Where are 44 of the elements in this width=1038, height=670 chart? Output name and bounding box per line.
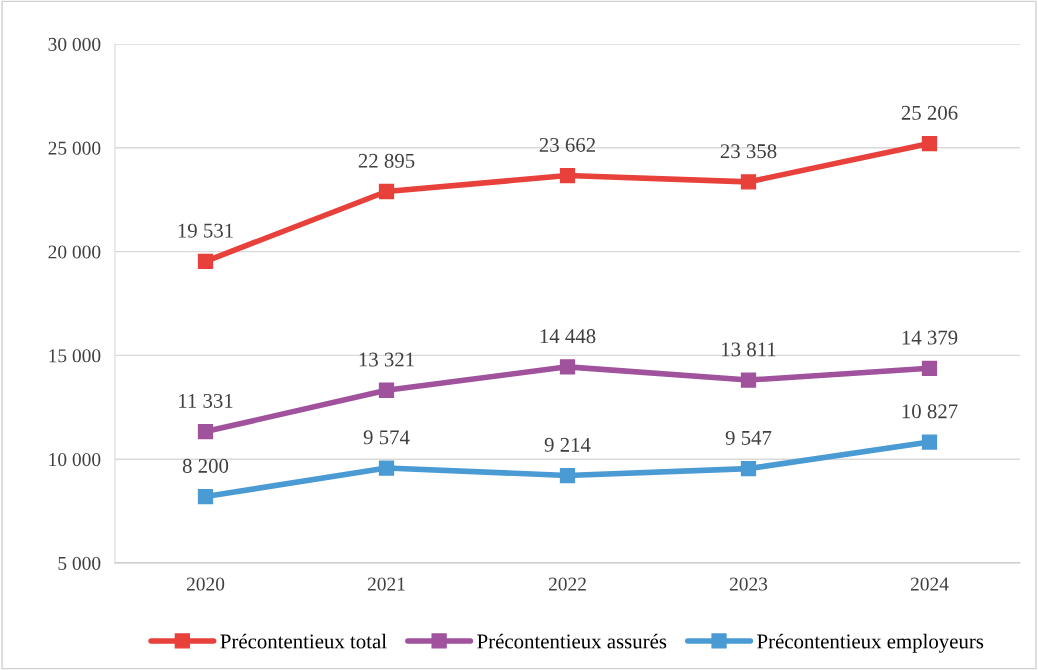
- y-tick-label: 15 000: [49, 349, 101, 363]
- x-tick-label: 2024: [910, 577, 949, 591]
- point: [559, 467, 576, 484]
- data-label: 13 321: [359, 352, 414, 367]
- data-label: 10 827: [902, 404, 958, 419]
- data-label: 8 200: [182, 458, 229, 473]
- point: [559, 359, 576, 375]
- point: [921, 360, 938, 376]
- data-label: 22 895: [358, 153, 415, 168]
- point: [559, 167, 576, 184]
- y-tick-label: 25 000: [48, 141, 101, 155]
- point: [378, 183, 395, 200]
- data-label: 9 214: [544, 437, 591, 452]
- data-label: 25 206: [901, 105, 958, 120]
- data-label: 23 662: [539, 137, 595, 152]
- data-label: 19 531: [178, 223, 233, 238]
- data-label: 13 811: [722, 342, 776, 357]
- data-label: 14 448: [540, 329, 596, 344]
- data-label: 9 547: [725, 430, 772, 445]
- data-label: 14 379: [902, 330, 958, 345]
- point: [740, 460, 757, 477]
- point: [197, 488, 214, 505]
- x-tick-label: 2020: [186, 577, 225, 591]
- y-tick-label: 20 000: [48, 245, 101, 259]
- point: [921, 434, 938, 450]
- x-tick-label: 2021: [367, 577, 405, 591]
- x-tick-label: 2022: [548, 577, 586, 591]
- point: [378, 460, 395, 476]
- y-tick-label: 10 000: [49, 453, 101, 467]
- point: [740, 174, 757, 190]
- data-label: 11 331: [179, 393, 233, 408]
- point: [197, 423, 214, 440]
- point: [378, 382, 395, 398]
- legend-label: Précontentieux total: [220, 633, 387, 649]
- y-tick-label: 5 000: [58, 556, 101, 570]
- x-tick-label: 2023: [729, 577, 768, 591]
- legend-label: Précontentieux employeurs: [757, 633, 984, 653]
- data-label: 9 574: [363, 430, 410, 445]
- point: [740, 372, 757, 388]
- point: [197, 253, 214, 269]
- point: [921, 135, 938, 152]
- legend-label: Précontentieux assurés: [477, 633, 667, 649]
- y-tick-label: 30 000: [48, 37, 101, 51]
- data-label: 23 358: [720, 144, 777, 159]
